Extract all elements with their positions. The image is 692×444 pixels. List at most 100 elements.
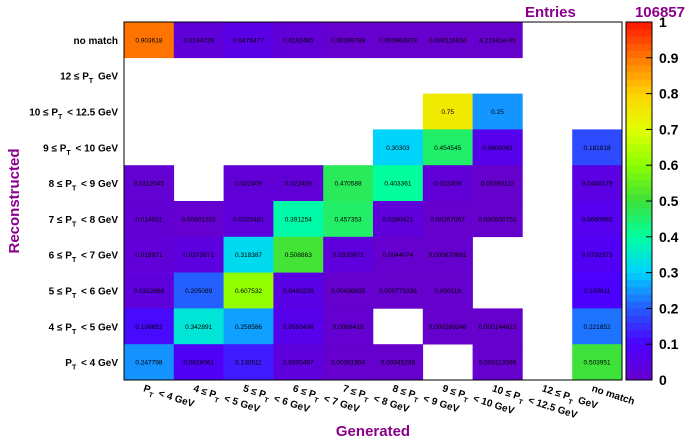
heatmap-cell <box>422 22 473 59</box>
cell-value-label: 0.503951 <box>584 360 611 367</box>
colorbar-band <box>626 365 652 374</box>
colorbar-band <box>626 294 652 302</box>
cell-value-label: 0.000964979 <box>379 37 417 44</box>
cell-value-label: 0.014021 <box>135 216 162 223</box>
cell-value-label: 0.0593436 <box>283 324 314 331</box>
colorbar-tick-label: 0.3 <box>659 265 679 281</box>
colorbar-band <box>626 215 652 223</box>
colorbar-band <box>626 372 652 381</box>
heatmap-cell <box>273 272 324 309</box>
cell-value-label: 0.0476477 <box>233 37 264 44</box>
cell-value-label: 0.000773336 <box>379 288 417 295</box>
heatmap-cell <box>223 22 274 59</box>
y-tick-label: 10 ≤ PT < 12.5 GeV <box>29 108 118 122</box>
cell-value-label: 0.00267067 <box>431 216 466 223</box>
cell-value-label: 0.75 <box>441 109 454 116</box>
heatmap-cell <box>572 165 623 202</box>
cell-value-label: 0.0192485 <box>283 37 314 44</box>
heatmap-cell <box>323 201 374 238</box>
cell-value-label: 0.0792373 <box>582 252 613 259</box>
heatmap-cell <box>373 272 424 309</box>
cell-value-label: 0.000670691 <box>429 252 467 259</box>
y-tick-label: 4 ≤ PT < 5 GeV <box>49 322 119 336</box>
heatmap-cell <box>124 165 175 202</box>
colorbar-band <box>626 229 652 238</box>
y-tick-label: 9 ≤ PT < 10 GeV <box>43 143 118 157</box>
colorbar-band <box>626 36 652 44</box>
heatmap-cell <box>273 236 324 273</box>
colorbar-band <box>626 50 652 59</box>
cell-value-label: 0.0448179 <box>582 181 613 188</box>
colorbar-band <box>626 150 652 159</box>
cell-value-label: 0.0044074 <box>383 252 414 259</box>
heatmap-cell <box>422 129 473 166</box>
heatmap-cell <box>223 344 274 381</box>
y-tick-label: 12 ≤ PT GeV <box>60 72 118 86</box>
heatmap-cell <box>422 236 473 273</box>
colorbar-band <box>626 57 652 66</box>
heatmap-cell <box>422 272 473 309</box>
colorbar-band <box>626 79 652 87</box>
cell-value-label: 0.0112045 <box>134 181 165 188</box>
cell-value-label: 0.022409 <box>434 181 461 188</box>
colorbar-tick-label: 0.2 <box>659 300 679 316</box>
heatmap-cell <box>124 308 175 345</box>
heatmap-cell <box>472 308 523 345</box>
colorbar-band <box>626 315 652 324</box>
colorbar-band <box>626 72 652 80</box>
plot-frame <box>123 21 623 381</box>
heatmap-cell <box>572 344 623 381</box>
heatmap-cell <box>323 344 374 381</box>
colorbar-band <box>626 136 652 145</box>
cell-value-label: 0.000144623 <box>479 324 517 331</box>
heatmap-cell <box>373 344 424 381</box>
colorbar-band <box>626 344 652 352</box>
heatmap-cell <box>223 272 274 309</box>
cell-value-label: 0.00399789 <box>331 37 366 44</box>
colorbar-band <box>626 358 652 366</box>
heatmap-cell <box>124 201 175 238</box>
x-tick-label: PT < 4 GeV <box>141 383 196 412</box>
heatmap-cell <box>472 22 523 59</box>
colorbar-tick-label: 0.4 <box>659 229 679 245</box>
y-tick-label: no match <box>74 36 118 47</box>
cell-value-label: 0.00361904 <box>331 360 366 367</box>
heatmap-cell <box>223 236 274 273</box>
cell-value-label: 0.0300487 <box>283 360 314 367</box>
x-axis-title: Generated <box>336 423 410 440</box>
colorbar-band <box>626 179 652 187</box>
cell-value-label: 0.000113096 <box>479 360 517 367</box>
heatmap-cell <box>124 236 175 273</box>
cell-value-label: 0.258586 <box>235 324 262 331</box>
cell-value-label: 0.022409 <box>235 181 262 188</box>
colorbar-band <box>626 265 652 273</box>
cell-value-label: 0.018971 <box>135 252 162 259</box>
heatmap-cell <box>373 201 424 238</box>
heatmap-cell <box>173 201 224 238</box>
heatmap-cell <box>572 201 623 238</box>
heatmap-cell <box>223 308 274 345</box>
colorbar-band <box>626 308 652 316</box>
cell-value-label: 0.0373671 <box>183 252 214 259</box>
colorbar-band <box>626 43 652 51</box>
heatmap-cell <box>472 93 523 130</box>
stats-entries-value: 106857 <box>634 4 685 21</box>
cell-value-label: 0.000118 <box>434 288 461 295</box>
heatmap-cell <box>124 344 175 381</box>
colorbar-tick-label: 1 <box>659 14 667 30</box>
colorbar-band <box>626 100 652 109</box>
cell-value-label: 0.00436835 <box>331 288 366 295</box>
cell-value-label: 0.000289246 <box>429 324 467 331</box>
colorbar-tick-label: 0.1 <box>659 336 679 352</box>
heatmap-cell <box>472 165 523 202</box>
heatmap-cell <box>422 165 473 202</box>
colorbar-tick-label: 0 <box>659 372 667 388</box>
cell-value-label: 0.130511 <box>235 360 262 367</box>
colorbar-band <box>626 208 652 216</box>
cell-value-label: 0.000116034 <box>429 37 467 44</box>
colorbar-tick-label: 0.7 <box>659 121 679 137</box>
colorbar-band <box>626 322 652 331</box>
heatmap-cell <box>124 272 175 309</box>
heatmap-cell <box>223 201 274 238</box>
